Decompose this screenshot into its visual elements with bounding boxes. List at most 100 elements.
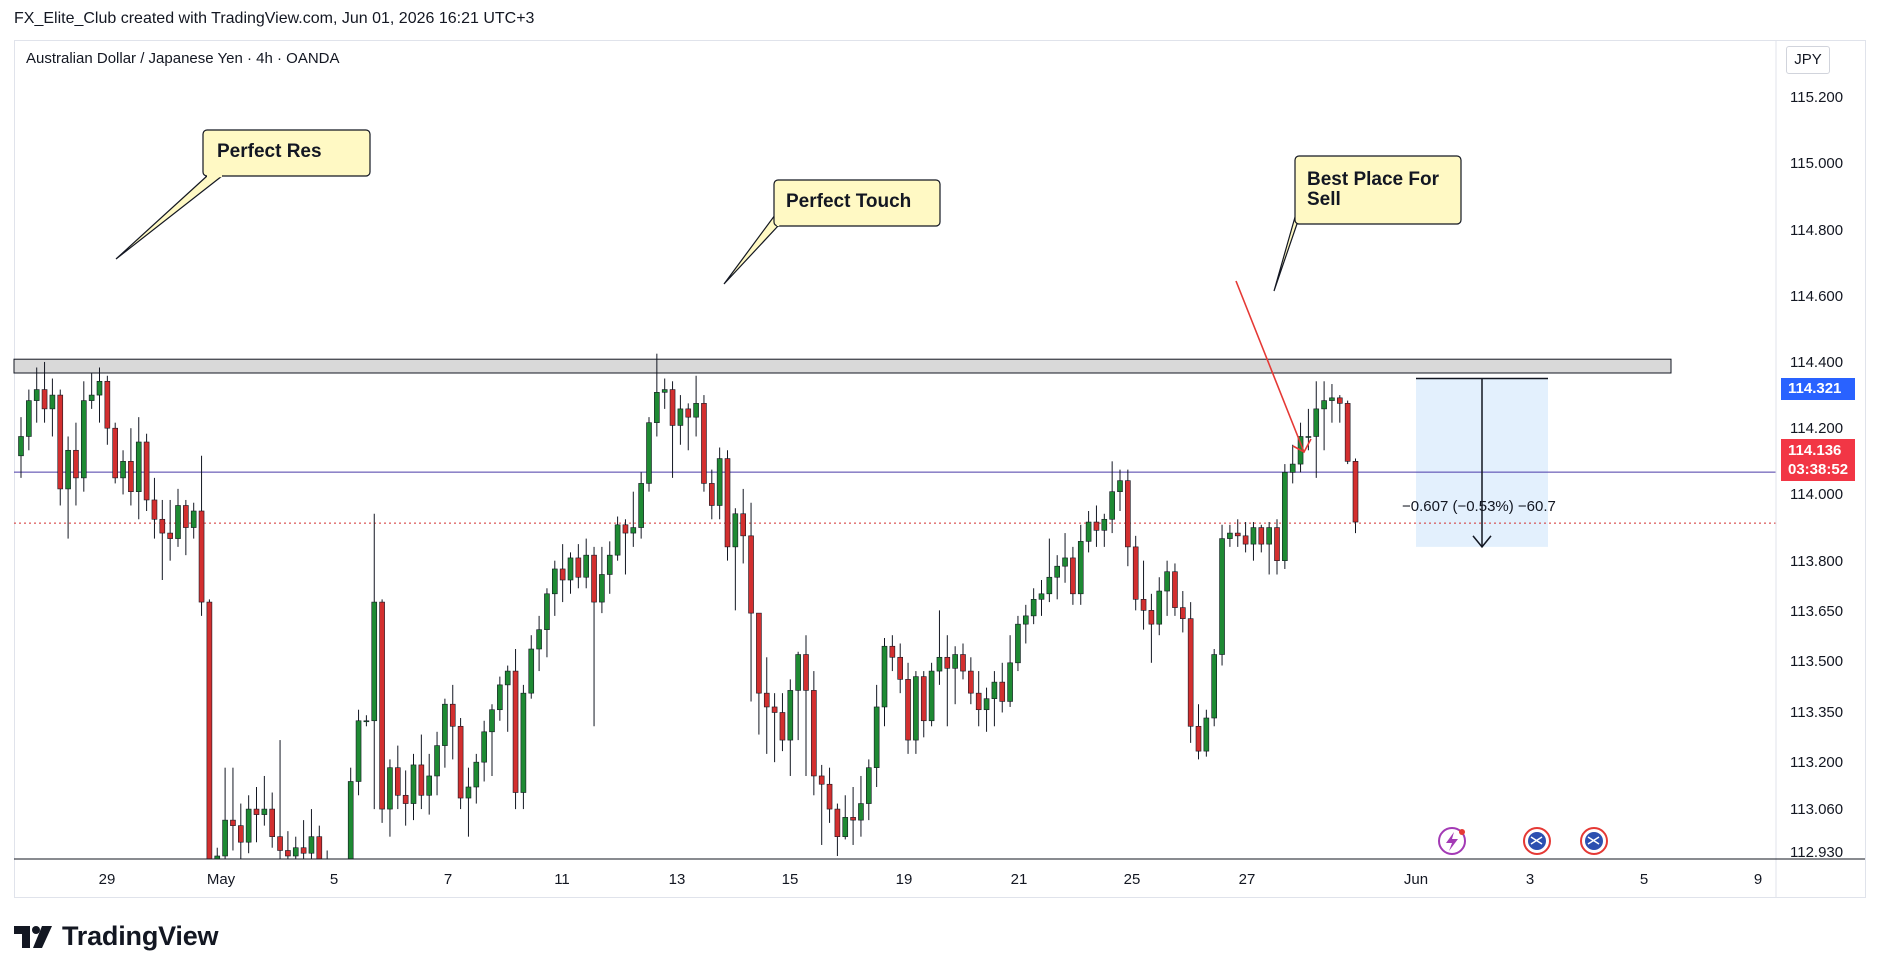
candle-body xyxy=(575,557,582,578)
candle xyxy=(1274,519,1280,575)
candle xyxy=(975,671,982,727)
candle xyxy=(308,809,315,859)
callout-best-place-line1[interactable]: Best Place For xyxy=(1307,169,1439,190)
x-tick-label: May xyxy=(207,871,236,888)
candle-body xyxy=(771,706,778,713)
symbol-title[interactable]: Australian Dollar / Japanese Yen · 4h · … xyxy=(26,50,340,67)
candle-body xyxy=(1337,397,1343,404)
au-event-icon-2 xyxy=(1580,827,1608,855)
candle-body xyxy=(371,601,378,722)
candle xyxy=(269,792,276,848)
candle-body xyxy=(222,819,228,857)
candle xyxy=(300,820,307,859)
candle-body xyxy=(763,692,770,708)
candle xyxy=(834,803,841,856)
x-tick-label: 25 xyxy=(1124,871,1141,888)
last-price-value: 114.136 xyxy=(1788,442,1842,459)
candle-body xyxy=(135,441,142,492)
callout-best-place-line2[interactable]: Sell xyxy=(1307,189,1341,210)
candle-body xyxy=(1187,618,1194,727)
callout-perfect-res[interactable]: Perfect Res xyxy=(217,141,322,162)
x-tick-label: 9 xyxy=(1754,871,1762,888)
callout-perfect-res-tail xyxy=(115,175,223,260)
candle xyxy=(1321,381,1327,451)
candle xyxy=(787,679,794,776)
x-tick-label: Jun xyxy=(1404,871,1428,888)
candle-body xyxy=(1117,480,1123,492)
candle xyxy=(1022,604,1029,644)
candle xyxy=(1180,591,1186,633)
candle xyxy=(654,353,660,437)
candle xyxy=(18,417,24,478)
economic-event-flash-icon xyxy=(1438,827,1466,855)
candle xyxy=(677,395,684,445)
candle xyxy=(1007,635,1013,707)
candle-body xyxy=(811,690,817,777)
candle-body xyxy=(936,656,943,672)
bar-countdown: 03:38:52 xyxy=(1788,461,1849,478)
candle-body xyxy=(999,681,1006,702)
flash-dot xyxy=(1459,829,1465,835)
candles-group xyxy=(18,353,1359,887)
candle xyxy=(614,516,621,561)
candle-body xyxy=(1172,571,1178,608)
candle xyxy=(905,662,911,754)
candle xyxy=(1187,602,1194,743)
candle xyxy=(865,759,872,821)
tradingview-logo[interactable]: TradingView xyxy=(14,921,219,952)
candle xyxy=(1344,400,1351,465)
candle xyxy=(442,698,448,768)
candle-body xyxy=(175,505,181,539)
candle-body xyxy=(1015,623,1021,664)
candle-body xyxy=(449,703,456,727)
candle-body xyxy=(481,731,487,763)
candle-body xyxy=(340,881,345,887)
candle xyxy=(873,684,880,787)
candle xyxy=(928,662,935,727)
candle xyxy=(1030,588,1037,625)
candle xyxy=(347,767,354,859)
candle xyxy=(355,709,362,796)
candle-body xyxy=(873,706,880,768)
candle-body xyxy=(316,836,323,859)
candle-body xyxy=(238,825,244,843)
callout-best-place-balloon xyxy=(1294,155,1462,225)
candle-body xyxy=(1132,546,1139,600)
candle-body xyxy=(1062,557,1068,567)
candle-body xyxy=(881,645,888,708)
candle-body xyxy=(1140,599,1147,611)
current-price-tag: 114.321 xyxy=(1781,378,1855,400)
candle-body xyxy=(1077,541,1084,595)
candle-body xyxy=(1219,538,1225,655)
candle xyxy=(277,740,283,859)
candle-body xyxy=(363,720,370,723)
callout-perfect-touch[interactable]: Perfect Touch xyxy=(786,191,912,212)
candle-body xyxy=(57,394,64,490)
candle-body xyxy=(104,380,111,429)
candle xyxy=(771,693,778,763)
candle xyxy=(559,544,566,603)
candle xyxy=(968,657,974,705)
tradingview-mark-icon xyxy=(14,925,52,948)
candle-body xyxy=(1250,527,1257,545)
candle xyxy=(701,395,707,492)
header-attribution: FX_Elite_Club created with TradingView.c… xyxy=(14,10,535,27)
candle xyxy=(661,378,668,409)
candle xyxy=(175,488,181,547)
candle-body xyxy=(708,483,715,506)
candle-body xyxy=(1211,654,1217,719)
candle-body xyxy=(591,554,597,603)
currency-selector[interactable]: JPY xyxy=(1786,46,1830,74)
candle-body xyxy=(26,400,32,437)
candle xyxy=(960,643,966,680)
candle xyxy=(457,718,464,810)
candle xyxy=(1313,381,1320,478)
x-tick-label: 3 xyxy=(1526,871,1534,888)
candle xyxy=(811,671,817,796)
candle-body xyxy=(261,808,268,815)
candle xyxy=(606,541,613,594)
candle-body xyxy=(724,458,731,548)
candle xyxy=(183,499,189,556)
candle xyxy=(1070,546,1076,605)
